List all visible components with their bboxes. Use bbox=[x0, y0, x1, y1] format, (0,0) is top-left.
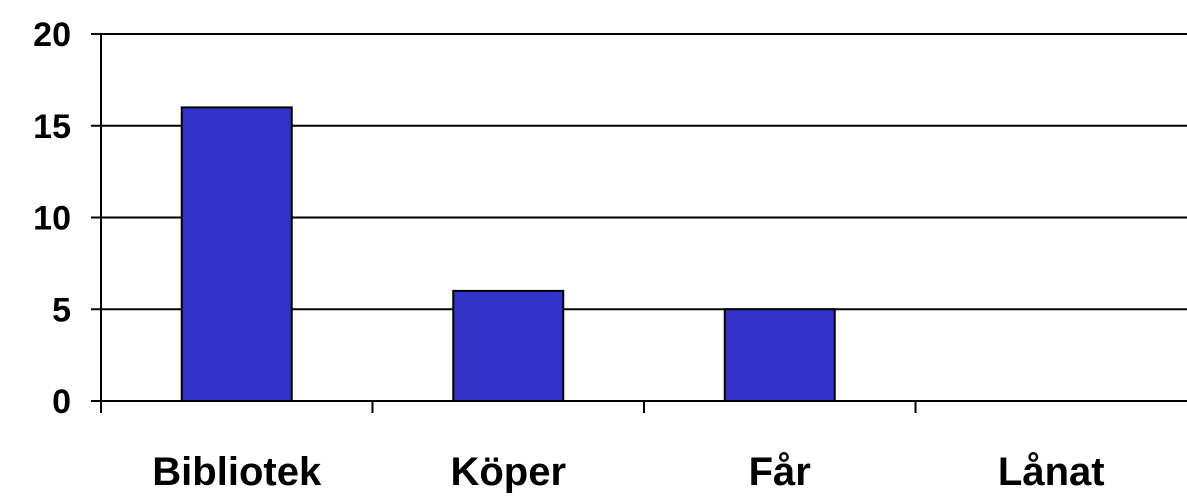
bar-bibliotek bbox=[180, 106, 293, 403]
x-tick-label-0: Bibliotek bbox=[152, 450, 322, 493]
bars bbox=[180, 106, 836, 403]
y-tick-label-10: 10 bbox=[33, 200, 71, 238]
y-tick-label-0: 0 bbox=[52, 383, 71, 421]
x-tick-label-1: Köper bbox=[450, 450, 566, 493]
y-tick-label-20: 20 bbox=[33, 16, 71, 54]
x-tick-labels: Bibliotek Köper Får Lånat bbox=[152, 450, 1105, 494]
bar-köper bbox=[452, 289, 565, 402]
x-tick-label-2: Får bbox=[749, 450, 811, 493]
y-tick-label-15: 15 bbox=[33, 108, 71, 146]
y-tick-label-5: 5 bbox=[52, 291, 71, 329]
y-tick-labels: 0 5 10 15 20 bbox=[33, 16, 71, 421]
bar-får bbox=[723, 308, 836, 402]
axes bbox=[91, 33, 1187, 413]
x-tick-label-3: Lånat bbox=[998, 450, 1105, 493]
